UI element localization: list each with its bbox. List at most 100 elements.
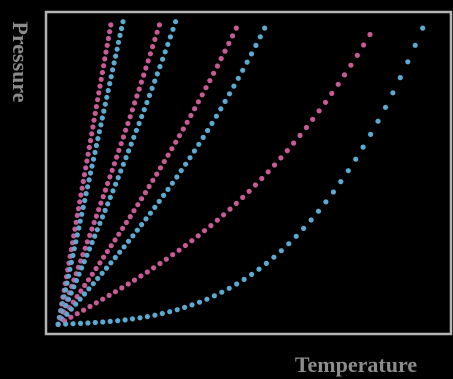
data-point-series-7 <box>93 300 99 306</box>
x-axis-title: Temperature <box>295 352 417 377</box>
data-point-series-6 <box>121 244 127 250</box>
data-point-series-8 <box>420 25 426 31</box>
data-point-series-6 <box>161 192 167 198</box>
data-point-series-6 <box>213 113 219 119</box>
data-point-series-3 <box>109 167 115 173</box>
data-point-series-4 <box>76 271 82 277</box>
data-point-series-3 <box>116 147 122 153</box>
data-point-series-2 <box>107 81 113 87</box>
data-point-series-4 <box>165 41 171 48</box>
data-point-series-6 <box>77 296 83 302</box>
data-point-series-4 <box>102 207 108 213</box>
data-point-series-8 <box>293 233 299 239</box>
data-point-series-7 <box>195 233 201 239</box>
data-point-series-8 <box>308 217 314 223</box>
data-point-series-6 <box>178 168 184 174</box>
data-point-series-6 <box>209 120 215 126</box>
data-point-series-4 <box>139 113 145 120</box>
data-point-series-1 <box>90 124 96 130</box>
data-point-series-4 <box>99 214 106 220</box>
data-point-series-2 <box>93 142 99 149</box>
data-point-series-8 <box>174 307 180 313</box>
data-point-series-2 <box>92 149 98 155</box>
data-point-series-3 <box>91 219 97 226</box>
data-points-layer <box>55 19 426 327</box>
data-point-series-4 <box>167 34 173 40</box>
data-point-series-8 <box>129 316 136 322</box>
data-point-series-6 <box>187 155 193 161</box>
data-point-series-6 <box>183 161 189 167</box>
data-point-series-2 <box>85 184 91 190</box>
data-point-series-4 <box>170 26 176 32</box>
data-point-series-4 <box>107 194 113 200</box>
data-point-series-5 <box>131 208 137 214</box>
data-point-series-8 <box>115 318 121 324</box>
data-point-series-8 <box>122 317 128 323</box>
data-point-series-8 <box>368 131 374 137</box>
data-point-series-5 <box>222 48 228 54</box>
data-point-series-1 <box>108 22 114 28</box>
data-point-series-2 <box>117 32 123 39</box>
data-point-series-4 <box>79 265 85 271</box>
data-point-series-8 <box>397 75 403 81</box>
data-point-series-7 <box>176 247 182 253</box>
data-point-series-3 <box>82 245 88 251</box>
data-point-series-5 <box>123 219 129 226</box>
data-point-series-7 <box>316 108 322 114</box>
data-point-series-5 <box>157 165 164 171</box>
data-point-series-8 <box>167 309 173 315</box>
plot-frame <box>44 10 453 336</box>
data-point-series-3 <box>152 36 158 43</box>
data-point-series-5 <box>82 282 88 288</box>
data-point-series-7 <box>240 194 246 200</box>
data-point-series-8 <box>390 90 396 96</box>
data-point-series-7 <box>341 72 348 78</box>
data-point-series-2 <box>114 46 120 52</box>
data-point-series-2 <box>118 25 125 32</box>
data-point-series-1 <box>73 219 79 225</box>
data-point-series-6 <box>64 311 70 317</box>
data-point-series-5 <box>101 254 107 260</box>
data-point-series-5 <box>207 78 213 84</box>
data-point-series-7 <box>335 81 341 87</box>
data-point-series-2 <box>89 163 95 169</box>
data-point-series-1 <box>99 69 105 76</box>
data-point-series-1 <box>102 56 108 62</box>
data-point-series-2 <box>104 94 110 100</box>
data-point-series-6 <box>73 301 79 307</box>
data-point-series-6 <box>235 75 241 81</box>
data-point-series-2 <box>95 136 101 142</box>
data-point-series-8 <box>204 296 210 302</box>
data-point-series-2 <box>79 211 85 217</box>
data-point-series-5 <box>176 133 183 139</box>
data-point-series-2 <box>70 252 76 259</box>
data-point-series-5 <box>112 237 118 243</box>
data-point-series-3 <box>143 65 149 71</box>
data-point-series-8 <box>301 225 307 231</box>
data-point-series-3 <box>111 161 117 167</box>
data-point-series-1 <box>103 49 109 55</box>
data-point-series-8 <box>353 156 359 162</box>
data-point-series-2 <box>113 53 119 59</box>
data-point-series-4 <box>84 252 90 258</box>
y-axis-title: Pressure <box>8 21 33 102</box>
data-point-series-2 <box>82 197 88 204</box>
data-point-series-5 <box>180 126 186 132</box>
data-point-series-3 <box>138 79 144 85</box>
data-point-series-7 <box>144 269 150 275</box>
data-point-series-1 <box>77 199 83 205</box>
data-point-series-2 <box>74 232 80 238</box>
data-point-series-7 <box>271 162 278 168</box>
data-point-series-4 <box>144 99 150 106</box>
data-point-series-5 <box>146 183 152 190</box>
data-point-series-4 <box>86 246 93 252</box>
data-point-series-4 <box>141 107 147 113</box>
data-point-series-4 <box>105 201 111 207</box>
data-point-series-5 <box>188 112 194 119</box>
data-point-series-7 <box>163 256 169 262</box>
data-point-series-1 <box>75 206 82 212</box>
data-point-series-5 <box>108 243 114 249</box>
data-point-series-7 <box>125 281 131 287</box>
data-point-series-7 <box>367 31 373 38</box>
